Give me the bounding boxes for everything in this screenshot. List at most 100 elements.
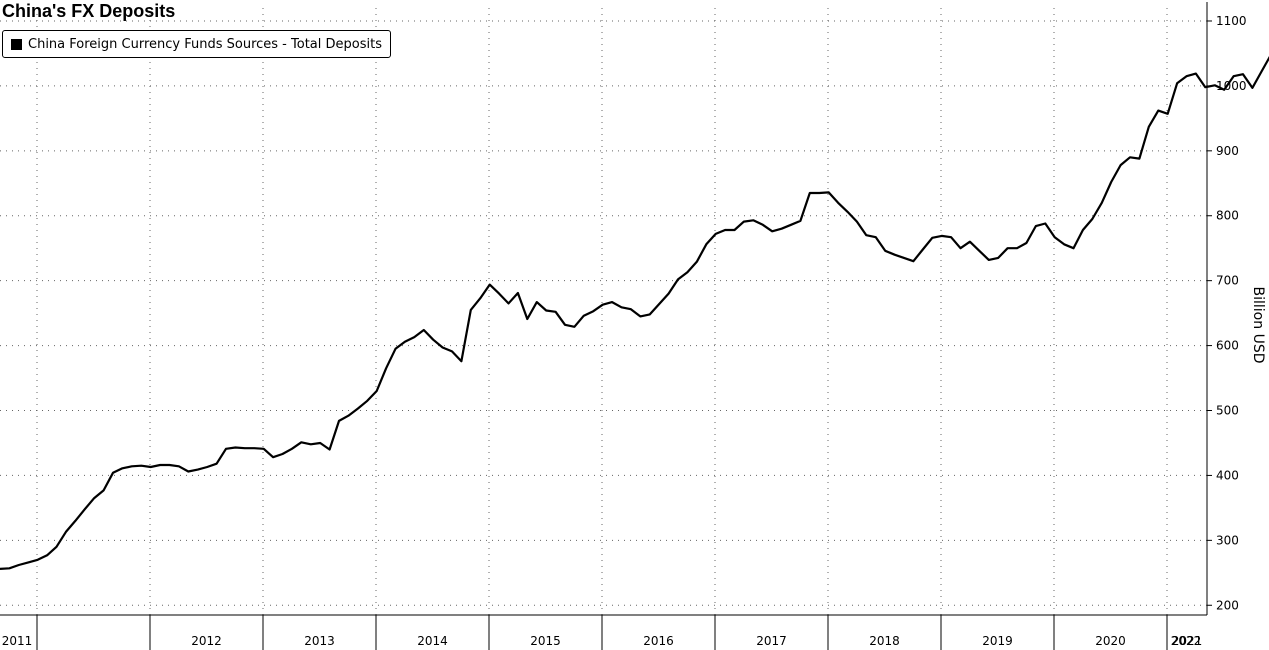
data-point (498, 293, 500, 295)
data-point (366, 400, 368, 402)
data-point (1138, 158, 1140, 160)
data-point (263, 448, 265, 450)
data-point (555, 311, 557, 313)
data-point (752, 219, 754, 221)
data-point (1214, 84, 1216, 86)
data-point (150, 466, 152, 468)
data-point (677, 278, 679, 280)
x-tick-label: 2021 (1172, 634, 1203, 648)
data-point (460, 360, 462, 362)
data-point (357, 408, 359, 410)
data-point (84, 508, 86, 510)
data-point (828, 191, 830, 193)
data-point (1261, 70, 1263, 72)
data-point (790, 224, 792, 226)
data-point (630, 308, 632, 310)
data-point (1063, 243, 1065, 245)
data-point (809, 192, 811, 194)
data-point (771, 230, 773, 232)
data-point (1223, 89, 1225, 91)
data-point (234, 446, 236, 449)
data-point (206, 466, 208, 468)
data-point (423, 329, 425, 331)
data-point (602, 304, 604, 306)
y-tick-label: 700 (1216, 274, 1239, 288)
data-point (686, 271, 689, 273)
data-point (1110, 181, 1112, 183)
x-tick-label: 2012 (191, 634, 222, 648)
data-point (705, 243, 707, 245)
axes (0, 2, 1208, 650)
x-tick-label: 2018 (869, 634, 900, 648)
series-layer (0, 55, 1269, 570)
data-point (1242, 73, 1244, 75)
data-point (1120, 164, 1122, 166)
data-point (536, 301, 538, 303)
data-point (564, 324, 566, 326)
x-tick-label: 2015 (530, 634, 561, 648)
data-point (74, 520, 76, 522)
data-point (197, 469, 199, 471)
series-line (0, 55, 1269, 570)
data-point (696, 261, 698, 263)
x-tick-label: 2022 (1171, 634, 1202, 648)
data-point (225, 448, 227, 450)
data-point (46, 554, 48, 556)
legend-label: China Foreign Currency Funds Sources - T… (28, 36, 382, 52)
data-point (1072, 247, 1075, 249)
data-point (413, 336, 415, 338)
data-point (865, 234, 867, 236)
data-point (1185, 75, 1188, 77)
data-point (583, 315, 585, 317)
y-tick-label: 800 (1216, 209, 1239, 223)
y-tick-label: 300 (1216, 533, 1239, 547)
data-point (8, 567, 10, 569)
data-point (978, 250, 980, 252)
data-point (1176, 82, 1178, 84)
data-point (912, 260, 915, 262)
data-point (658, 303, 660, 305)
data-point (159, 464, 161, 466)
data-point (1195, 73, 1197, 75)
y-tick-label: 200 (1216, 598, 1239, 612)
data-point (319, 442, 321, 444)
data-point (781, 228, 783, 230)
x-tick-label: 2017 (756, 634, 787, 648)
data-point (941, 235, 943, 237)
data-point (875, 236, 877, 238)
data-point (244, 447, 246, 449)
data-point (432, 339, 434, 341)
data-point (1167, 113, 1169, 115)
data-point (18, 564, 20, 566)
data-point (442, 346, 444, 349)
data-point (112, 472, 114, 474)
y-tick-label: 500 (1216, 404, 1239, 418)
data-point (837, 202, 839, 204)
data-point (451, 350, 453, 352)
y-axis-label: Billion USD (1250, 286, 1266, 364)
data-point (55, 546, 58, 548)
data-point (922, 248, 924, 251)
data-point (1148, 126, 1150, 128)
data-point (376, 390, 378, 392)
data-point (799, 220, 802, 222)
x-tick-label: 2011 (2, 634, 33, 648)
x-axis-ticks: 2011 2012 2013 2014 2015 2016 2017 2018 2019 2020… (2, 634, 1203, 648)
y-tick-label: 400 (1216, 468, 1239, 482)
data-point (404, 341, 406, 343)
data-point (253, 447, 255, 449)
data-point (394, 348, 397, 350)
data-point (573, 326, 576, 328)
data-point (1082, 229, 1084, 231)
data-point (310, 443, 312, 445)
x-tick-label: 2013 (304, 634, 335, 648)
data-point (1016, 247, 1018, 249)
data-point (103, 489, 105, 491)
data-point (611, 301, 613, 303)
data-point (846, 211, 849, 213)
data-point (489, 284, 491, 286)
data-point (27, 561, 29, 564)
y-tick-label: 600 (1216, 339, 1239, 353)
data-point (733, 229, 736, 231)
